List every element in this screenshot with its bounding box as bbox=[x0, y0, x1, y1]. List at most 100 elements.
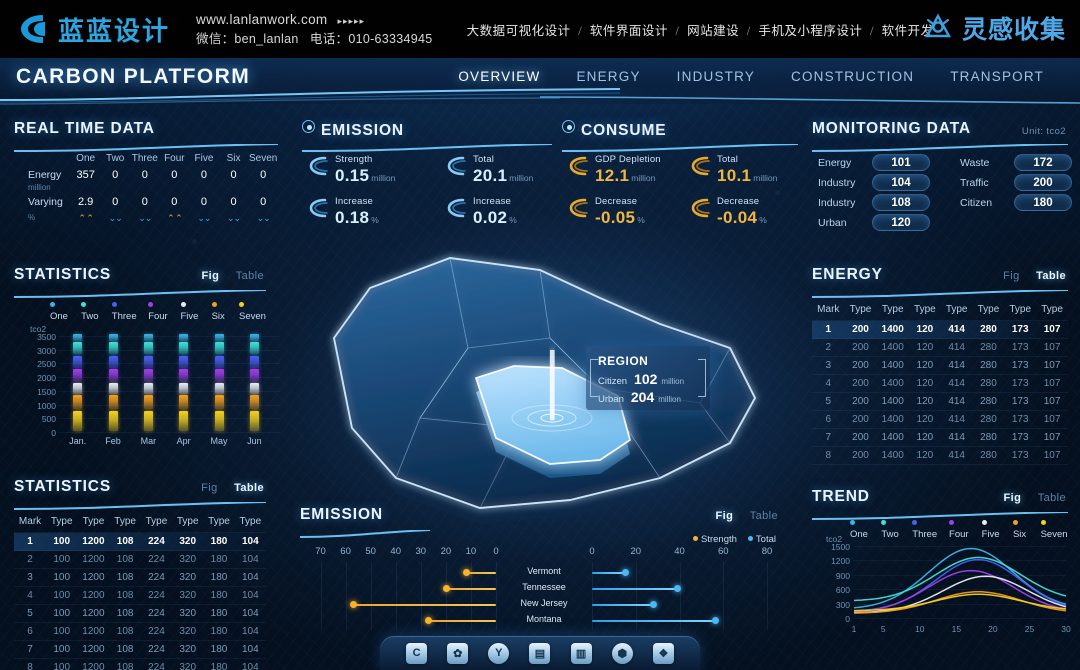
rtd-row-sublabel: % bbox=[28, 212, 36, 222]
tab-fig[interactable]: Fig bbox=[1003, 270, 1020, 282]
hexagon-icon[interactable]: ⬢ bbox=[611, 642, 633, 664]
table-cell: 8 bbox=[27, 662, 33, 670]
table-row[interactable]: 6 200 1400 120 414 280 173 107 bbox=[812, 411, 1068, 429]
compass-icon[interactable]: C bbox=[406, 642, 428, 664]
left-axis-tick: 40 bbox=[390, 546, 401, 557]
table-cell: 200 bbox=[852, 360, 869, 371]
table-row[interactable]: 5 200 1400 120 414 280 173 107 bbox=[812, 393, 1068, 411]
table-row[interactable]: 8 100 1200 108 224 320 180 104 bbox=[14, 659, 266, 670]
legend-item: One bbox=[850, 518, 870, 540]
region-map-3d[interactable] bbox=[300, 228, 780, 538]
legend-dot bbox=[238, 302, 244, 307]
left-axis-tick: 20 bbox=[440, 546, 452, 557]
column-header: Type bbox=[881, 304, 904, 315]
tab-table[interactable]: Table bbox=[1037, 492, 1066, 504]
statistics-data-table[interactable]: Mark Type Type Type Type Type Type Type 1 100 1200… bbox=[14, 512, 266, 670]
table-cell: 180 bbox=[210, 662, 228, 670]
legend-label: Total bbox=[755, 534, 776, 545]
energy-data-table[interactable]: Mark Type Type Type Type Type Type Type 1 200 1400… bbox=[812, 300, 1068, 465]
table-cell: 6 bbox=[27, 626, 33, 637]
gridline bbox=[58, 390, 280, 392]
fig-table-toggle[interactable]: Fig Table bbox=[991, 492, 1066, 504]
table-row[interactable]: 1 100 1200 108 224 320 180 104 bbox=[14, 532, 266, 551]
bar-segment bbox=[249, 369, 259, 382]
table-row[interactable]: 8 200 1400 120 414 280 173 107 bbox=[812, 447, 1068, 465]
table-cell: 224 bbox=[148, 626, 165, 637]
emission-diverging-bar-chart[interactable]: 70 60 50 40 30 20 10 0 0 20 40 60 80 Vermont Tennessee… bbox=[308, 546, 778, 636]
table-row[interactable]: 7 100 1200 108 224 320 180 104 bbox=[14, 641, 266, 659]
nav-item-transport[interactable]: TRANSPORT bbox=[950, 69, 1044, 84]
gear-icon[interactable]: ✿ bbox=[447, 642, 469, 664]
bar-segment bbox=[179, 382, 189, 394]
panel-title: EMISSION bbox=[302, 120, 552, 140]
kpi-body: Increase 0.18% bbox=[335, 196, 379, 230]
service-separator: / bbox=[866, 23, 878, 38]
monitoring-value: 200 bbox=[1014, 174, 1072, 191]
grid-icon[interactable]: ❖ bbox=[652, 642, 674, 664]
nav-item-industry[interactable]: INDUSTRY bbox=[676, 69, 756, 84]
bar-segment bbox=[249, 395, 259, 410]
column-header: Type bbox=[176, 516, 199, 527]
tab-fig[interactable]: Fig bbox=[201, 270, 220, 282]
tab-table[interactable]: Table bbox=[749, 510, 778, 522]
fig-table-toggle[interactable]: Fig Table bbox=[189, 270, 264, 282]
left-axis-tick: 30 bbox=[415, 546, 427, 557]
bottom-toolbar[interactable]: C ✿ Y ▤ ▥ ⬢ ❖ bbox=[380, 636, 700, 670]
table-row[interactable]: 4 100 1200 108 224 320 180 104 bbox=[14, 587, 266, 605]
tab-table[interactable]: Table bbox=[1036, 270, 1066, 282]
column-header: Type bbox=[945, 304, 968, 315]
table-cell: 3 bbox=[27, 572, 33, 583]
trend-line-two bbox=[853, 556, 1067, 602]
nav-item-construction[interactable]: CONSTRUCTION bbox=[791, 69, 915, 84]
table-cell: 100 bbox=[53, 536, 71, 547]
nav-item-energy[interactable]: ENERGY bbox=[576, 69, 641, 84]
table-row[interactable]: 1 200 1400 120 414 280 173 107 bbox=[812, 320, 1068, 339]
kpi-increase: Increase 0.18% bbox=[308, 196, 379, 230]
table-row[interactable]: 7 200 1400 120 414 280 173 107 bbox=[812, 429, 1068, 447]
tab-table[interactable]: Table bbox=[234, 482, 264, 494]
table-row[interactable]: 3 100 1200 108 224 320 180 104 bbox=[14, 569, 266, 587]
table-row[interactable]: 2 200 1400 120 414 280 173 107 bbox=[812, 339, 1068, 357]
target-icon[interactable]: Y bbox=[488, 642, 510, 664]
table-row[interactable]: 5 100 1200 108 224 320 180 104 bbox=[14, 605, 266, 623]
tab-table[interactable]: Table bbox=[235, 270, 264, 282]
kpi-total: Total 10.1 million bbox=[690, 154, 777, 188]
table-cell: 100 bbox=[53, 608, 71, 619]
column-header: Mark bbox=[817, 304, 840, 315]
nav-item-overview[interactable]: OVERVIEW bbox=[458, 69, 541, 84]
table-cell: 414 bbox=[948, 414, 965, 425]
trend-line-chart[interactable]: tco2 1500 1200 900 600 300 0 1 5 10 15 20 25 30 bbox=[824, 534, 1072, 638]
chart-icon[interactable]: ▥ bbox=[570, 642, 592, 664]
table-row[interactable]: 6 100 1200 108 224 320 180 104 bbox=[14, 623, 266, 641]
rtd-col-header: Six bbox=[226, 153, 241, 164]
x-tick-label: Mar bbox=[140, 436, 157, 446]
contact-info: www.lanlanwork.com ▸▸▸▸▸ 微信：ben_lanlan 电话… bbox=[196, 10, 433, 49]
table-cell: 2 bbox=[825, 342, 832, 353]
table-row[interactable]: 2 100 1200 108 224 320 180 104 bbox=[14, 551, 266, 569]
statistics-stacked-bar-chart[interactable]: tco2 3500 3000 2500 2000 1500 1000 500 0 Jan. Feb M… bbox=[28, 324, 280, 446]
legend-label: Strength bbox=[701, 534, 737, 545]
x-tick-label: 15 bbox=[951, 624, 962, 634]
fig-table-toggle[interactable]: Fig Table bbox=[703, 510, 778, 522]
tab-fig[interactable]: Fig bbox=[201, 482, 218, 494]
rtd-cell: 0 bbox=[260, 169, 267, 181]
table-row[interactable]: 4 200 1400 120 414 280 173 107 bbox=[812, 375, 1068, 393]
table-row[interactable]: 3 200 1400 120 414 280 173 107 bbox=[812, 357, 1068, 375]
main-nav[interactable]: OVERVIEW ENERGY INDUSTRY CONSTRUCTION TRANSP… bbox=[458, 69, 1044, 84]
legend-item: Strength bbox=[693, 534, 737, 545]
tab-fig[interactable]: Fig bbox=[1003, 492, 1022, 504]
rtd-col-header: Five bbox=[194, 153, 214, 164]
swirl-icon bbox=[308, 155, 330, 177]
legend-dot bbox=[50, 302, 55, 307]
document-icon[interactable]: ▤ bbox=[529, 642, 551, 664]
kpi-body: Total 20.1 million bbox=[473, 154, 533, 188]
tab-fig[interactable]: Fig bbox=[715, 510, 734, 522]
panel-statistics-table: STATISTICS Fig Table Mark Type Type Type Typ… bbox=[14, 478, 266, 670]
legend-item: Six bbox=[211, 300, 228, 322]
fig-table-toggle[interactable]: Fig Table bbox=[188, 482, 264, 494]
legend-dot bbox=[693, 536, 698, 541]
kpi-decrease: Decrease -0.04% bbox=[690, 196, 767, 230]
kpi-body: Increase 0.02% bbox=[473, 196, 517, 230]
strength-dot bbox=[350, 601, 358, 608]
fig-table-toggle[interactable]: Fig Table bbox=[990, 270, 1066, 282]
